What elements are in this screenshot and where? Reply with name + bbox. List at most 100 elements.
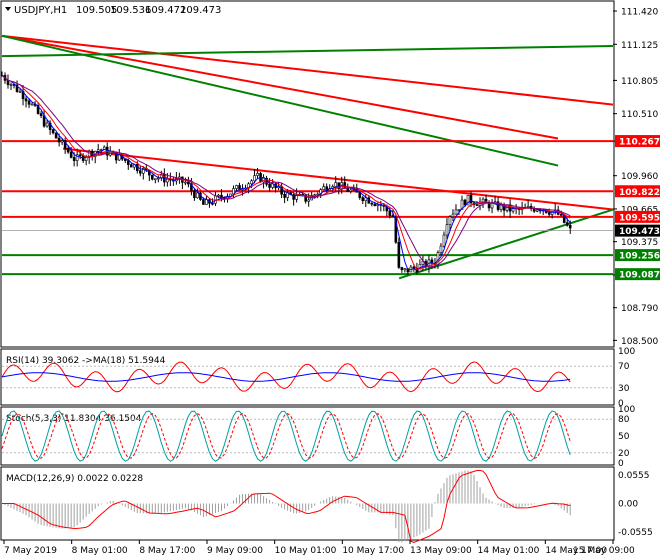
stoch-tick-label: 100 bbox=[618, 405, 635, 415]
ohlc-low: 109.472 bbox=[145, 5, 186, 16]
candle-body bbox=[463, 199, 467, 206]
candle-body bbox=[151, 174, 154, 180]
candle-body bbox=[54, 132, 58, 139]
candle-body bbox=[78, 154, 82, 157]
candle-body bbox=[154, 178, 157, 180]
candle-body bbox=[15, 84, 19, 92]
moving-averages bbox=[1, 75, 571, 271]
macd-tick-label: 0.00 bbox=[618, 500, 638, 510]
rsi-tick-label: 0 bbox=[618, 399, 624, 409]
price-label-box bbox=[615, 210, 660, 223]
candle-body bbox=[469, 194, 473, 204]
candle-body bbox=[27, 100, 31, 105]
candle-body bbox=[547, 212, 551, 215]
candle-body bbox=[559, 213, 563, 216]
price-label-box bbox=[615, 268, 660, 281]
candle-body bbox=[196, 192, 199, 199]
candle-body bbox=[6, 80, 10, 85]
trend-line bbox=[1, 34, 559, 167]
candle-body bbox=[166, 178, 169, 183]
candle-body bbox=[451, 213, 455, 218]
dropdown-triangle-icon[interactable] bbox=[5, 7, 11, 11]
candle-body bbox=[18, 91, 22, 93]
symbol-label: USDJPY,H1 bbox=[14, 5, 67, 16]
stoch-label: Stoch(5,3,3) 11.8304 36.1504 bbox=[6, 414, 142, 424]
price-tick-label: 111.125 bbox=[621, 41, 658, 51]
price-tick-label: 109.375 bbox=[621, 238, 658, 248]
candle-body bbox=[99, 149, 103, 151]
price-label-text: 109.473 bbox=[619, 227, 660, 237]
candle-body bbox=[403, 268, 407, 271]
time-tick-label: 10 May 01:00 bbox=[275, 546, 337, 556]
candle-body bbox=[511, 207, 515, 212]
candle-body bbox=[373, 203, 377, 207]
candle-body bbox=[439, 245, 443, 254]
price-tick-label: 108.500 bbox=[621, 337, 658, 347]
candle-body bbox=[475, 204, 479, 206]
candle-body bbox=[256, 173, 259, 176]
ma-fast-line bbox=[1, 75, 571, 271]
time-tick-label: 13 May 09:00 bbox=[410, 546, 472, 556]
stoch-tick-label: 50 bbox=[618, 432, 630, 442]
candle-body bbox=[57, 137, 61, 143]
candle-body bbox=[565, 222, 569, 226]
price-tick-label: 110.510 bbox=[621, 110, 658, 120]
candle-body bbox=[412, 266, 416, 269]
ma-slow-line bbox=[1, 75, 571, 268]
candle-body bbox=[217, 194, 220, 197]
price-tick-label: 109.960 bbox=[621, 172, 658, 182]
candle-body bbox=[39, 113, 43, 116]
price-label-box bbox=[615, 185, 660, 198]
stochastic-indicator bbox=[1, 410, 613, 462]
stoch-panel-frame bbox=[0, 406, 615, 466]
rsi-tick-label: 30 bbox=[618, 384, 630, 394]
candle-body bbox=[63, 140, 67, 149]
candle-body bbox=[24, 98, 28, 102]
candle-body bbox=[313, 194, 316, 197]
ohlc-open: 109.505 bbox=[76, 5, 117, 16]
candle-body bbox=[84, 157, 88, 161]
candle-body bbox=[60, 140, 64, 143]
time-tick-label: 7 May 2019 bbox=[4, 546, 57, 556]
time-tick-label: 15 May 09:00 bbox=[573, 546, 635, 556]
candle-body bbox=[220, 194, 223, 198]
rsi-ma-line bbox=[1, 372, 571, 382]
candle-body bbox=[87, 151, 91, 158]
candle-body bbox=[193, 190, 196, 199]
horizontal-levels bbox=[2, 140, 613, 276]
candle-body bbox=[457, 209, 461, 211]
candle-body bbox=[388, 210, 392, 216]
rsi-tick-label: 70 bbox=[618, 362, 630, 372]
rsi-line bbox=[1, 361, 571, 393]
time-tick-label: 14 May 01:00 bbox=[478, 546, 540, 556]
trend-line bbox=[1, 34, 559, 140]
candle-body bbox=[361, 197, 365, 201]
price-label-box bbox=[615, 224, 660, 237]
price-label-box bbox=[615, 135, 660, 148]
candle-body bbox=[241, 188, 244, 191]
candle-body bbox=[72, 157, 76, 161]
candle-body bbox=[30, 103, 34, 106]
stoch-tick-label: 80 bbox=[618, 415, 630, 425]
stoch-tick-label: 0 bbox=[618, 459, 624, 469]
time-tick-label: 8 May 17:00 bbox=[139, 546, 195, 556]
rsi-tick-label: 100 bbox=[618, 347, 635, 357]
trend-line bbox=[1, 34, 614, 106]
candle-body bbox=[75, 154, 79, 161]
candle-body bbox=[370, 202, 374, 205]
time-tick-label: 14 May 17:00 bbox=[545, 546, 607, 556]
candle-body bbox=[9, 84, 13, 86]
candle-body bbox=[397, 241, 401, 268]
candle-body bbox=[568, 225, 572, 229]
candle-body bbox=[460, 199, 464, 210]
macd-signal-line bbox=[2, 469, 571, 543]
candle-body bbox=[400, 267, 404, 271]
price-tick-label: 108.790 bbox=[621, 304, 658, 314]
candle-body bbox=[142, 168, 145, 174]
candle-body bbox=[445, 224, 449, 236]
rsi-label: RSI(14) 39.3062 ->MA(18) 51.5944 bbox=[6, 356, 166, 366]
ohlc-close: 109.473 bbox=[180, 5, 221, 16]
candle-body bbox=[96, 149, 100, 152]
